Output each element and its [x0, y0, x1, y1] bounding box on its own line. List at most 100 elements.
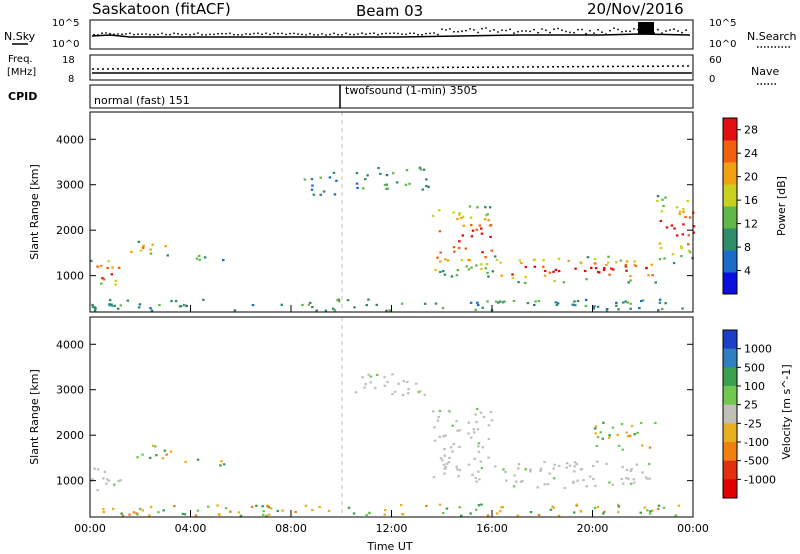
echo-cell: [333, 193, 337, 196]
echo-cell: [658, 301, 662, 304]
echo-cell: [552, 506, 556, 509]
nsearch-dot: [429, 32, 431, 35]
echo-cell: [347, 506, 351, 509]
echo-cell: [486, 300, 489, 303]
echo-cell: [233, 309, 237, 312]
echo-cell: [481, 306, 484, 309]
nsearch-dot: [449, 28, 451, 30]
x-tick-label: 20:00: [577, 522, 609, 535]
echo-cell: [361, 376, 364, 379]
echo-cell: [608, 434, 611, 437]
nsearch-dot: [149, 33, 151, 36]
echo-cell: [261, 505, 264, 508]
nsearch-dot: [157, 33, 159, 36]
nsearch-dot: [353, 33, 355, 36]
velocity-colorbar-tick-label: -500: [744, 455, 769, 468]
nsearch-dot: [173, 32, 175, 35]
echo-cell: [96, 265, 99, 268]
echo-cell: [166, 254, 169, 257]
echo-cell: [678, 210, 682, 213]
echo-cell: [505, 479, 508, 482]
echo-cell: [383, 376, 386, 379]
power-colorbar-band: [723, 184, 737, 207]
echo-cell: [605, 462, 608, 465]
echo-cell: [107, 260, 110, 263]
echo-cell: [150, 309, 154, 312]
echo-cell: [624, 300, 627, 303]
echo-cell: [543, 460, 546, 464]
echo-cell: [217, 513, 221, 516]
echo-cell: [448, 456, 451, 460]
echo-cell: [635, 463, 639, 466]
echo-cell: [322, 190, 326, 193]
echo-cell: [385, 309, 388, 312]
nsearch-dot: [233, 33, 235, 36]
echo-cell: [557, 514, 561, 517]
nsearch-dot: [381, 32, 383, 35]
echo-cell: [499, 300, 502, 303]
echo-cell: [621, 466, 624, 469]
echo-cell: [493, 465, 497, 468]
power-panel: 1000 2000 3000 4000 Slant Range [km]: [28, 111, 696, 313]
nsearch-dot: [117, 33, 119, 35]
echo-cell: [142, 244, 145, 247]
echo-cell: [575, 463, 578, 466]
echo-cell: [438, 209, 441, 212]
echo-cell: [563, 487, 566, 490]
echo-cell: [364, 178, 367, 181]
power-colorbar-tick-label: 20: [744, 171, 758, 184]
echo-cell: [654, 421, 657, 425]
echo-cell: [369, 375, 373, 378]
echo-cell: [452, 443, 455, 446]
velocity-y-axis-title: Slant Range [km]: [28, 369, 41, 465]
nsearch-dot: [249, 33, 251, 36]
power-colorbar-tick-label: 28: [744, 124, 758, 137]
echo-cell: [442, 463, 446, 466]
echo-cell: [423, 302, 427, 305]
echo-cell: [670, 224, 674, 227]
nsearch-dot: [297, 33, 299, 35]
nsearch-dot: [373, 32, 375, 35]
echo-cell: [138, 303, 142, 306]
echo-cell: [477, 442, 481, 445]
velocity-colorbar-band: [723, 479, 737, 499]
echo-cell: [157, 511, 160, 514]
echo-cell: [512, 299, 516, 303]
echo-cell: [646, 509, 649, 512]
echo-cell: [328, 176, 332, 179]
echo-cell: [485, 263, 489, 266]
echo-cell: [658, 298, 662, 301]
echo-cell: [460, 259, 464, 262]
nsky-tick-bottom: 10^0: [52, 39, 79, 50]
echo-cell: [602, 421, 605, 424]
echo-cell: [442, 270, 445, 273]
echo-cell: [152, 444, 155, 447]
echo-cell: [473, 457, 476, 460]
echo-cell: [462, 224, 465, 227]
echo-cell: [585, 485, 588, 488]
echo-cell: [207, 505, 210, 508]
nsearch-dot: [405, 33, 407, 36]
echo-cell: [101, 277, 104, 280]
echo-cell: [648, 446, 652, 449]
power-colorbar-band: [723, 272, 737, 295]
echo-cell: [484, 267, 488, 270]
echo-cell: [476, 304, 480, 307]
nave-tick-bottom: 0: [709, 74, 715, 85]
velocity-colorbar-band: [723, 386, 737, 406]
echo-cell: [455, 420, 458, 423]
echo-cell: [402, 380, 406, 383]
echo-cell: [467, 432, 470, 435]
echo-cell: [141, 246, 145, 249]
echo-cell: [552, 270, 555, 273]
echo-cell: [584, 304, 588, 308]
y-tick-label: 3000: [56, 384, 84, 397]
power-colorbar-tick-label: 12: [744, 218, 758, 231]
echo-cell: [93, 309, 97, 312]
echo-cell: [456, 429, 459, 432]
echo-cell: [139, 249, 143, 252]
echo-cell: [356, 186, 359, 189]
nsearch-dot: [225, 32, 227, 35]
echo-cell: [664, 196, 667, 199]
echo-cell: [407, 392, 410, 395]
